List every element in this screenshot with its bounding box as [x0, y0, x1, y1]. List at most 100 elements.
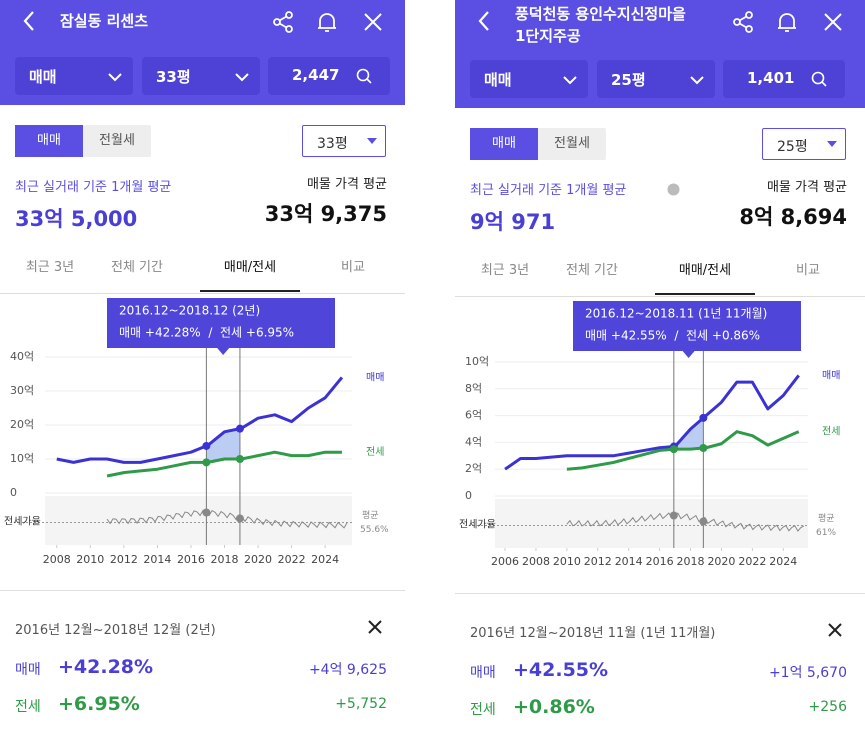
chevron	[108, 73, 122, 82]
range-dot	[699, 443, 708, 452]
filter-button-label: 2,447	[292, 66, 340, 84]
x-tick-label: 2020	[244, 553, 272, 566]
series-label: 전세	[366, 446, 384, 458]
ratio-dot	[235, 514, 244, 523]
series-line	[504, 374, 800, 471]
filter-button-label: 25평	[611, 71, 646, 89]
summary-change: +0.86%	[513, 696, 595, 718]
alarm-button[interactable]	[315, 10, 339, 34]
chevron	[690, 76, 704, 85]
tab-divider	[0, 293, 405, 294]
header: 풍덕천동 용인수지신정마을 1단지주공 매매 25평 1,401	[455, 0, 865, 108]
app-panel: 잠실동 리센츠 매매 33평 2,447 매매 전월세 33평 최근 실거래 기준 1개월 평…	[0, 0, 405, 735]
filter-button[interactable]: 2,447	[268, 57, 390, 95]
summary-close[interactable]	[367, 619, 383, 635]
toggle-option[interactable]: 매매	[470, 128, 538, 160]
chart: 0 10억 20억 30억 40억 2008 2010 2012 2014 2016 2018 202…	[4, 298, 389, 566]
chart-tab[interactable]: 전체 기간	[566, 263, 618, 278]
deal-toggle: 매매 전월세	[470, 128, 606, 160]
x-tick-label: 2014	[143, 553, 171, 566]
summary-change: +6.95%	[58, 693, 140, 715]
tooltip-pointer	[217, 348, 230, 355]
filter-button[interactable]: 33평	[142, 57, 260, 95]
size-dropdown-label: 33평	[317, 136, 348, 152]
filter-button[interactable]: 매매	[15, 57, 133, 95]
series-line	[56, 376, 344, 464]
summary-amount: +256	[808, 699, 847, 715]
tab-divider	[455, 296, 865, 297]
summary-period: 2016년 12월~2018년 12월 (2년)	[15, 623, 216, 638]
filter-button[interactable]: 매매	[470, 60, 588, 98]
y-tick-label: 30억	[10, 384, 34, 397]
ratio-line	[106, 509, 348, 529]
filter-button-label: 매매	[484, 71, 512, 89]
summary-close[interactable]	[827, 622, 843, 638]
y-tick-label: 0	[10, 486, 17, 499]
chart-tab[interactable]: 최근 3년	[25, 260, 75, 275]
app-panel: 풍덕천동 용인수지신정마을 1단지주공 매매 25평 1,401 매매 전월세 25평 최근 실…	[455, 0, 865, 735]
filter-button-label: 33평	[156, 68, 191, 86]
summary-period: 2016년 12월~2018년 11월 (1년 11개월)	[470, 626, 716, 641]
summary-amount: +5,752	[335, 696, 387, 712]
series-label: 전세	[822, 426, 840, 438]
chart-tab[interactable]: 비교	[796, 263, 820, 278]
back-button[interactable]	[477, 10, 491, 32]
ratio-bg	[45, 496, 352, 545]
x-tick-label: 2012	[584, 555, 612, 568]
share-button[interactable]	[731, 10, 755, 34]
chart-tab[interactable]: 매매/전세	[678, 263, 732, 278]
series-label: 매매	[366, 371, 384, 383]
chart-tab[interactable]: 비교	[341, 260, 365, 275]
tooltip-period: 2016.12~2018.11 (1년 11개월)	[585, 307, 767, 321]
y-tick-label: 2억	[465, 462, 482, 475]
y-tick-label: 40억	[10, 350, 34, 363]
chart-tab[interactable]: 최근 3년	[480, 263, 530, 278]
chart: 0 2억 4억 6억 8억 10억 2006 2008 2010 2012 2014 2016 2018…	[459, 301, 840, 568]
range-dot	[235, 455, 244, 463]
summary-divider	[455, 593, 865, 594]
summary-amount: +4억 9,625	[308, 662, 387, 678]
size-dropdown[interactable]: 25평	[762, 128, 846, 160]
close-button[interactable]	[363, 12, 383, 32]
filter-button-label: 1,401	[747, 69, 795, 87]
filter-button-label: 매매	[29, 68, 57, 86]
tooltip-box	[107, 298, 335, 348]
x-tick-label: 2024	[311, 553, 339, 566]
range-fill	[673, 417, 704, 450]
close-button[interactable]	[823, 12, 843, 32]
x-tick-label: 2014	[615, 555, 643, 568]
filter-button[interactable]: 25평	[597, 60, 715, 98]
chart-tab[interactable]: 매매/전세	[223, 260, 277, 275]
header: 잠실동 리센츠 매매 33평 2,447	[0, 0, 405, 105]
listing-value: 33억 9,375	[264, 202, 387, 226]
x-tick-label: 2022	[278, 553, 306, 566]
toggle-option[interactable]: 전월세	[99, 133, 135, 148]
filter-button[interactable]: 1,401	[723, 60, 845, 98]
ratio-dot	[202, 508, 211, 517]
summary-name: 전세	[15, 699, 41, 715]
summary-name: 전세	[470, 702, 496, 718]
chart-tab[interactable]: 전체 기간	[111, 260, 163, 275]
listing-label: 매물 가격 평균	[766, 180, 847, 195]
y-tick-label: 8억	[465, 382, 482, 395]
caret	[827, 141, 837, 147]
tab-underline	[200, 290, 300, 292]
toggle-option[interactable]: 전월세	[554, 136, 590, 151]
x-tick-label: 2022	[738, 555, 766, 568]
x-tick-label: 2008	[522, 555, 550, 568]
alarm-button[interactable]	[775, 10, 799, 34]
share-button[interactable]	[271, 10, 295, 34]
range-dot	[235, 424, 244, 433]
ratio-bg	[495, 499, 808, 548]
size-dropdown[interactable]: 33평	[302, 125, 386, 157]
y-tick-label: 10억	[465, 355, 489, 368]
size-dropdown-label: 25평	[777, 139, 808, 155]
toggle-option[interactable]: 매매	[15, 125, 83, 157]
range-dot	[202, 441, 211, 450]
tooltip-text: 매매 +42.55% / 전세 +0.86%	[585, 329, 760, 343]
series-line	[566, 430, 800, 471]
range-fill	[206, 428, 240, 463]
ratio-avg-label: 평균	[362, 510, 379, 521]
ratio-avg-label: 평균	[818, 513, 835, 524]
back-button[interactable]	[22, 10, 36, 32]
